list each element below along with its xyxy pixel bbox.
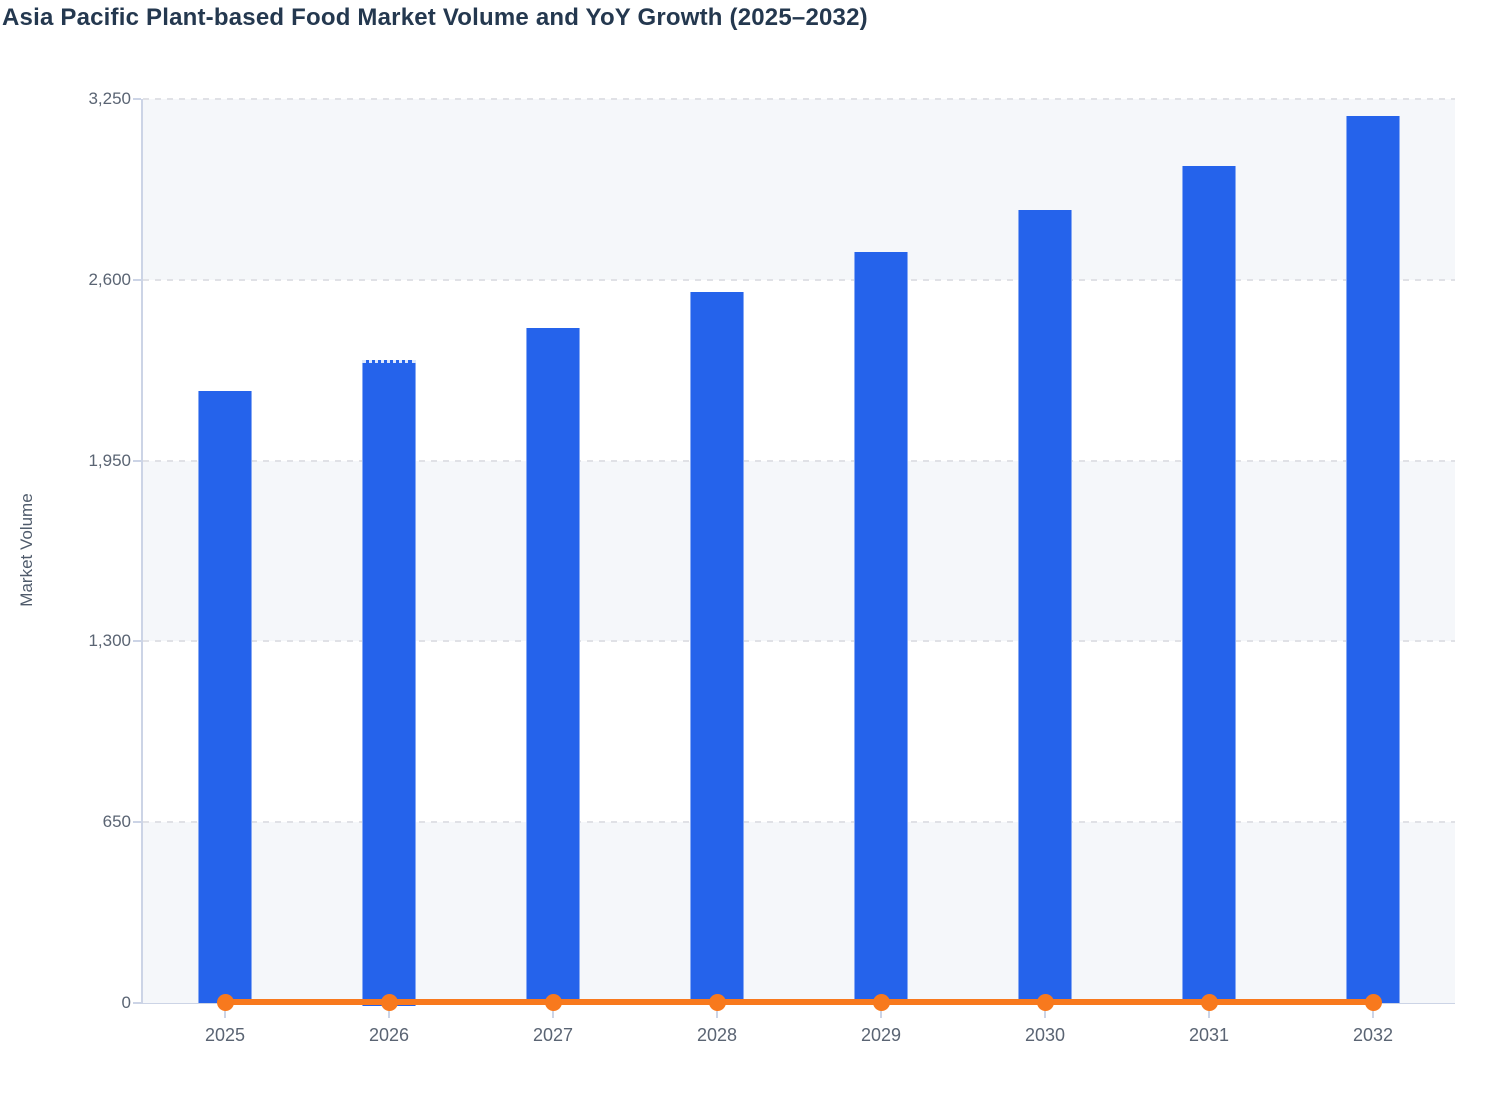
yoy-marker-2029[interactable] (872, 993, 890, 1011)
bar-2027[interactable] (526, 328, 580, 1003)
bar-2032[interactable] (1346, 115, 1400, 1003)
plot-band (143, 99, 1455, 280)
x-axis-tick-2031 (1208, 1004, 1210, 1018)
gridline-3250 (143, 98, 1455, 100)
gridline-2600 (143, 278, 1455, 281)
gridline-1300 (143, 640, 1455, 643)
y-axis-tick-2600 (133, 278, 141, 281)
x-tick-label-2028: 2028 (696, 1025, 738, 1045)
y-tick-label-2600: 2,600 (88, 269, 131, 289)
y-tick-label-1950: 1,950 (88, 450, 131, 470)
bar-2025[interactable] (198, 391, 252, 1003)
x-tick-label-2030: 2030 (1024, 1025, 1066, 1045)
x-tick-label-2031: 2031 (1188, 1025, 1230, 1045)
yoy-marker-2026[interactable] (380, 993, 398, 1011)
x-axis-tick-2028 (716, 1004, 718, 1018)
bar-2029[interactable] (854, 251, 908, 1003)
yoy-marker-2030[interactable] (1036, 993, 1054, 1011)
yoy-marker-2028[interactable] (708, 993, 726, 1011)
plot-band (143, 822, 1455, 1003)
yoy-marker-2032[interactable] (1364, 993, 1382, 1011)
x-tick-label-2027: 2027 (532, 1025, 574, 1045)
gridline-650 (143, 821, 1455, 824)
x-axis-tick-2032 (1372, 1004, 1374, 1018)
x-axis-tick-2029 (880, 1004, 882, 1018)
x-axis-tick-2027 (552, 1004, 554, 1018)
y-tick-label-1300: 1,300 (88, 631, 131, 651)
y-axis-tick-1300 (133, 640, 141, 643)
plot-area: Market Volume 0 650 1,300 1,950 2,600 3,250 20… (17, 89, 1455, 1045)
x-axis-tick-2025 (224, 1004, 226, 1018)
yoy-marker-2027[interactable] (544, 993, 562, 1011)
y-axis-tick-650 (133, 821, 141, 824)
y-tick-label-3250: 3,250 (88, 89, 131, 108)
yoy-marker-2031[interactable] (1200, 993, 1218, 1011)
yoy-marker-2025[interactable] (216, 993, 234, 1011)
gridline-1950 (143, 459, 1455, 462)
plot-band (143, 460, 1455, 642)
bar-2026[interactable] (362, 360, 416, 1006)
bar-2028[interactable] (690, 292, 744, 1003)
y-axis-tick-1950 (133, 459, 141, 462)
y-tick-label-0: 0 (121, 993, 131, 1012)
y-axis-line (141, 99, 143, 1003)
x-axis-tick-2030 (1044, 1004, 1046, 1018)
x-axis-tick-2026 (388, 1004, 390, 1018)
x-tick-label-2026: 2026 (368, 1025, 410, 1045)
bar-2030[interactable] (1018, 210, 1072, 1003)
y-axis-tick-3250 (133, 98, 141, 100)
yoy-growth-line[interactable] (225, 999, 1373, 1005)
x-tick-label-2025: 2025 (204, 1025, 246, 1045)
bar-2031[interactable] (1182, 165, 1236, 1003)
y-axis-title: Market Volume (17, 493, 36, 607)
x-tick-label-2032: 2032 (1352, 1025, 1394, 1045)
chart-title: Asia Pacific Plant-based Food Market Vol… (2, 4, 868, 31)
y-axis-tick-0 (133, 1002, 141, 1004)
y-tick-label-650: 650 (102, 812, 131, 832)
x-tick-label-2029: 2029 (860, 1025, 902, 1045)
